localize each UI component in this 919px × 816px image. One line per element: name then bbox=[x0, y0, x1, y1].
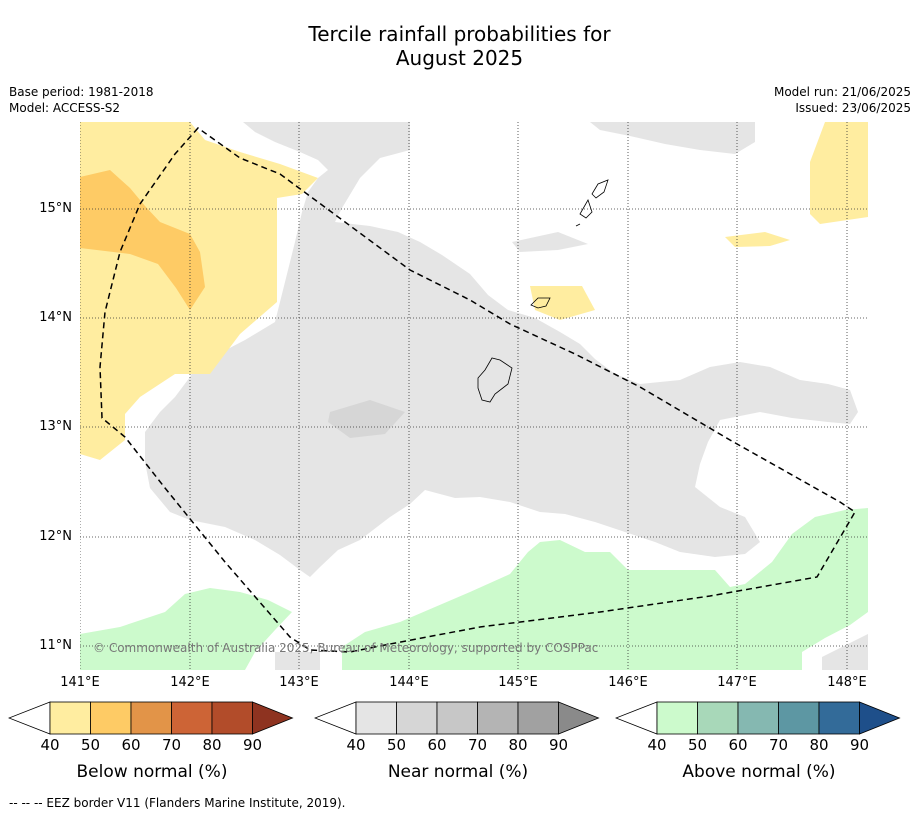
colorbar-low-extend bbox=[314, 701, 357, 735]
title-line-2: August 2025 bbox=[395, 46, 524, 70]
near-normal-south-2 bbox=[822, 634, 868, 670]
near-normal-title: Near normal (%) bbox=[387, 762, 529, 782]
colorbar-high-extend bbox=[859, 701, 901, 735]
title-line-1: Tercile rainfall probabilities for bbox=[308, 22, 611, 46]
rota-island bbox=[530, 297, 551, 309]
colorbar-tick-label: 60 bbox=[121, 736, 141, 754]
lon-label-141: 141°E bbox=[60, 675, 100, 690]
near-normal-main bbox=[145, 122, 858, 577]
islands bbox=[477, 179, 609, 403]
base-period: Base period: 1981-2018 bbox=[9, 85, 154, 99]
lat-label-11: 11°N bbox=[39, 638, 72, 653]
near-normal-islet bbox=[512, 232, 588, 252]
colorbar-tick-label: 90 bbox=[849, 736, 870, 754]
below-normal-60 bbox=[80, 170, 205, 310]
colorbar-tick-label: 50 bbox=[386, 736, 407, 754]
above-normal-southeast bbox=[342, 508, 868, 670]
lat-label-15: 15°N bbox=[39, 201, 72, 216]
lon-label-148: 148°E bbox=[827, 675, 867, 690]
colorbar-segment bbox=[818, 701, 860, 735]
below-normal-east-islet bbox=[725, 232, 790, 247]
colorbar-segment bbox=[211, 701, 253, 735]
eez-footnote: -- -- -- EEZ border V11 (Flanders Marine… bbox=[9, 796, 346, 810]
colorbar-low-extend bbox=[615, 701, 658, 735]
colorbar-tick-label: 80 bbox=[809, 736, 829, 754]
colorbar-tick-label: 40 bbox=[647, 736, 667, 754]
lon-label-146: 146°E bbox=[608, 675, 648, 690]
above-normal-regions bbox=[80, 508, 868, 670]
above-normal-title: Above normal (%) bbox=[682, 762, 836, 782]
aguijan-island bbox=[575, 223, 581, 227]
colorbar-segment bbox=[778, 701, 820, 735]
colorbar-tick-label: 50 bbox=[80, 736, 101, 754]
colorbar-tick-label: 90 bbox=[242, 736, 263, 754]
model-run: Model run: 21/06/2025 bbox=[773, 85, 911, 99]
colorbar-above-normal bbox=[615, 701, 901, 735]
near-normal-north bbox=[590, 122, 755, 154]
colorbar-tick-label: 60 bbox=[728, 736, 748, 754]
colorbar-segment bbox=[656, 701, 698, 735]
meta-left: Base period: 1981-2018 Model: ACCESS-S2 bbox=[9, 84, 154, 116]
lon-label-143: 143°E bbox=[279, 675, 319, 690]
colorbar-tick-label: 40 bbox=[346, 736, 366, 754]
map-title: Tercile rainfall probabilities for Augus… bbox=[0, 22, 919, 70]
colorbar-tick-label: 40 bbox=[40, 736, 60, 754]
colorbar-tick-label: 90 bbox=[548, 736, 569, 754]
colorbar-near-normal bbox=[314, 701, 600, 735]
colorbar-segment bbox=[355, 701, 397, 735]
colorbar-tick-label: 60 bbox=[427, 736, 447, 754]
colorbar-segment bbox=[477, 701, 519, 735]
lat-label-12: 12°N bbox=[39, 529, 72, 544]
colorbar-tick-label: 80 bbox=[202, 736, 222, 754]
colorbar-segment bbox=[49, 701, 91, 735]
colorbar-segment bbox=[737, 701, 779, 735]
map-grid bbox=[80, 122, 868, 670]
above-normal-southwest bbox=[80, 588, 292, 670]
model-name: Model: ACCESS-S2 bbox=[9, 101, 121, 115]
colorbar-high-extend bbox=[252, 701, 294, 735]
colorbar-high-extend bbox=[558, 701, 600, 735]
colorbar-segment bbox=[171, 701, 213, 735]
below-normal-northeast bbox=[810, 122, 868, 224]
near-normal-regions bbox=[100, 122, 868, 670]
colorbar-segment bbox=[517, 701, 559, 735]
colorbar-tick-label: 70 bbox=[768, 736, 789, 754]
below-normal-regions bbox=[80, 122, 868, 460]
near-normal-50 bbox=[328, 400, 405, 438]
lat-label-13: 13°N bbox=[39, 419, 72, 434]
colorbar-segment bbox=[697, 701, 739, 735]
colorbar-segment bbox=[130, 701, 172, 735]
lat-label-14: 14°N bbox=[39, 310, 72, 325]
lon-label-147: 147°E bbox=[717, 675, 757, 690]
near-normal-south-1 bbox=[275, 652, 320, 670]
colorbar-tick-label: 80 bbox=[508, 736, 528, 754]
colorbar-segment bbox=[90, 701, 132, 735]
eez-border bbox=[99, 126, 857, 653]
meta-right: Model run: 21/06/2025 Issued: 23/06/2025 bbox=[774, 84, 911, 116]
tinian-island bbox=[579, 199, 593, 219]
colorbar-low-extend bbox=[8, 701, 51, 735]
copyright-text: © Commonwealth of Australia 2025, Bureau… bbox=[93, 641, 599, 655]
guam-island bbox=[477, 357, 513, 403]
rainfall-map bbox=[80, 122, 868, 670]
colorbar-tick-label: 50 bbox=[687, 736, 708, 754]
lon-label-142: 142°E bbox=[170, 675, 210, 690]
colorbar-tick-label: 70 bbox=[161, 736, 182, 754]
colorbar-segment bbox=[396, 701, 438, 735]
saipan-island bbox=[591, 179, 609, 199]
colorbar-segment bbox=[436, 701, 478, 735]
lon-label-145: 145°E bbox=[498, 675, 538, 690]
lon-label-144: 144°E bbox=[389, 675, 429, 690]
colorbar-tick-label: 70 bbox=[467, 736, 488, 754]
issued-date: Issued: 23/06/2025 bbox=[795, 101, 911, 115]
colorbar-below-normal bbox=[8, 701, 294, 735]
below-normal-rota bbox=[530, 286, 595, 320]
below-normal-title: Below normal (%) bbox=[76, 762, 228, 782]
